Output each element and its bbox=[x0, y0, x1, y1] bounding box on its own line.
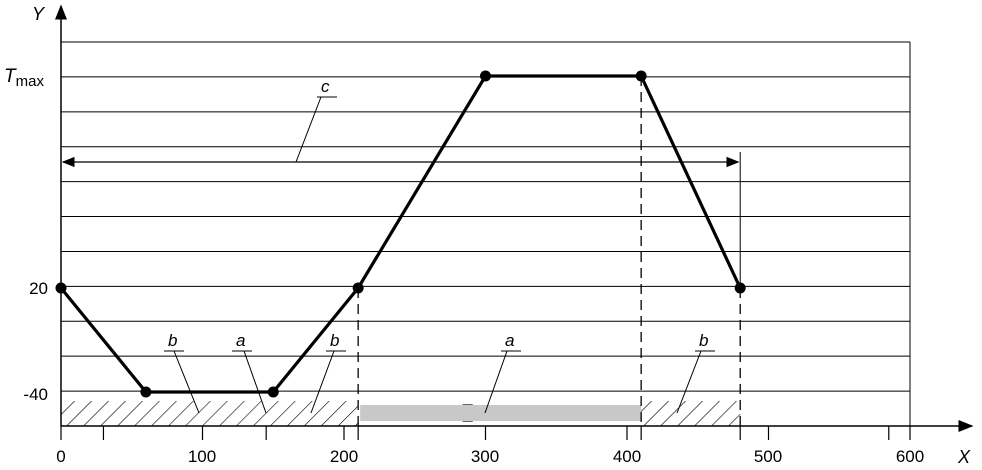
data-point bbox=[55, 282, 67, 294]
annotation-a-small: a bbox=[232, 331, 267, 414]
axes bbox=[55, 4, 974, 440]
series-polyline bbox=[59, 74, 742, 394]
annotation-a-grey: a bbox=[484, 331, 521, 414]
y-tick-label-tmax: Tmax bbox=[4, 66, 44, 90]
y-axis-label: Y bbox=[32, 4, 46, 24]
x-tick-label: 100 bbox=[188, 447, 216, 466]
data-point bbox=[734, 282, 746, 294]
regions bbox=[61, 401, 741, 426]
x-tick-label: 200 bbox=[330, 447, 358, 466]
annotation-label: b bbox=[168, 331, 177, 350]
annotation-label: b bbox=[699, 331, 708, 350]
x-tick-label: 400 bbox=[613, 447, 641, 466]
annotation-b-left: b bbox=[164, 331, 200, 414]
y-tick-label: -40 bbox=[23, 385, 48, 404]
series-line bbox=[59, 74, 742, 394]
region-hatched bbox=[61, 401, 359, 426]
x-tick-label: 600 bbox=[896, 447, 924, 466]
data-point bbox=[352, 282, 364, 294]
vertical-markers bbox=[357, 76, 741, 426]
series-points bbox=[55, 70, 746, 398]
annotation-b-right: b bbox=[676, 331, 715, 414]
region-grey-band bbox=[360, 405, 642, 421]
y-tick-label: 20 bbox=[29, 279, 48, 298]
data-point bbox=[267, 386, 279, 398]
annotation-label: a bbox=[505, 331, 514, 350]
annotation-c: c bbox=[295, 77, 337, 163]
region-hatched bbox=[641, 401, 741, 426]
x-axis-label: X bbox=[957, 447, 971, 467]
annotation-label: c bbox=[321, 77, 330, 96]
data-point bbox=[635, 70, 647, 82]
x-tick-label: 500 bbox=[754, 447, 782, 466]
data-point bbox=[480, 70, 491, 82]
data-point bbox=[140, 386, 152, 398]
x-tick-label: 0 bbox=[56, 447, 65, 466]
gridlines bbox=[61, 41, 911, 426]
annotation-label: a bbox=[236, 331, 245, 350]
x-tick-label: 300 bbox=[471, 447, 499, 466]
annotation-b-middle: b bbox=[310, 331, 346, 414]
annotation-label: b bbox=[330, 331, 339, 350]
